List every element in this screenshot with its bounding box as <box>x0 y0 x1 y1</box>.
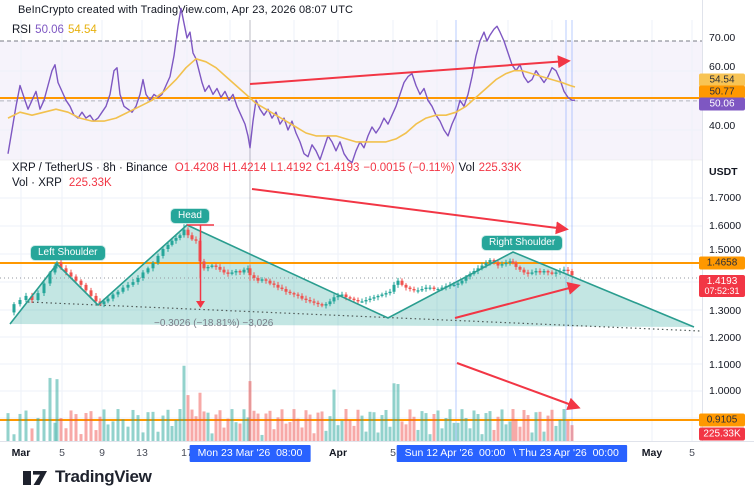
volume-legend-part: Vol · XRP <box>12 177 65 189</box>
volume-legend-part: 225.33K <box>68 177 112 189</box>
rsi-value-badge: 50.77 <box>699 85 745 99</box>
price-axis-label: 1.0000 <box>709 385 742 397</box>
symbol-legend-part: C1.4193 <box>315 162 360 174</box>
trend-arrow[interactable] <box>454 282 581 319</box>
trend-arrow[interactable] <box>456 362 581 410</box>
symbol-legend-part: XRP / TetherUS · 8h · Binance <box>12 162 171 174</box>
symbol-legend-part: −0.0015 (−0.11%) <box>363 162 455 174</box>
time-axis-month-label: Mar <box>11 447 31 459</box>
attribution-text: BeInCrypto created with TradingView.com,… <box>18 4 354 16</box>
time-axis-day-label: 5 <box>689 447 695 459</box>
time-scale[interactable]: Mar591317Apr517May5Mon 23 Mar '26 08:00S… <box>0 441 754 463</box>
price-value-badge: 1.4658 <box>699 256 745 270</box>
rsi-legend-part: 54.54 <box>67 24 97 36</box>
rsi-legend-part: RSI <box>12 24 32 36</box>
time-axis-date-badge: Mon 23 Mar '26 08:00 <box>189 445 311 462</box>
symbol-legend-part: O1.4208 <box>174 162 219 174</box>
time-axis-day-label: 5 <box>390 447 396 459</box>
trend-arrow[interactable] <box>251 188 569 235</box>
head-label: Head <box>171 209 209 223</box>
price-value-badge: 0.9105 <box>699 413 745 427</box>
price-axis-label: 1.3000 <box>709 305 742 317</box>
countdown-timer: 07:52:31 <box>704 286 740 296</box>
time-axis-day-label: 17 <box>181 447 193 459</box>
rsi-band <box>0 41 702 160</box>
measure-arrowhead <box>196 301 205 308</box>
price-axis-label: 1.5000 <box>709 244 742 256</box>
tradingview-logo-text: TradingView <box>55 467 152 486</box>
symbol-legend-part: Vol <box>458 162 475 174</box>
tradingview-logo-icon <box>23 471 47 485</box>
tradingview-logo[interactable]: TradingView <box>22 466 152 488</box>
time-axis-month-label: Apr <box>328 447 348 459</box>
rsi-ma-line <box>7 57 576 143</box>
price-axis-label: 1.1000 <box>709 359 742 371</box>
rsi-value-badge: 54.54 <box>699 73 745 87</box>
symbol-legend-part: H1.4214 <box>222 162 267 174</box>
left-shoulder-label: Left Shoulder <box>31 246 105 260</box>
price-value-badge: 225.33K <box>699 427 745 441</box>
rsi-axis-label: 60.00 <box>709 61 736 73</box>
rsi-value-badge: 50.06 <box>699 97 745 111</box>
price-axis-label: 1.7000 <box>709 192 742 204</box>
symbol-legend-part: L1.4192 <box>270 162 312 174</box>
candlesticks <box>12 224 574 316</box>
rsi-axis-label: 70.00 <box>709 32 736 44</box>
rsi-line <box>7 7 576 164</box>
time-axis-day-label: 9 <box>99 447 105 459</box>
time-axis-day-label: 5 <box>59 447 65 459</box>
rsi-legend[interactable]: RSI 50.06 54.54 <box>12 24 101 36</box>
price-axis-label: 1.2000 <box>709 332 742 344</box>
measure-tool-label: −0.3026 (−18.81%) −3,026 <box>154 318 274 329</box>
rsi-legend-part: 50.06 <box>35 24 64 36</box>
price-scale[interactable]: USDT 70.00 60.00 40.00 1.7000 1.6000 1.5000 1.… <box>702 0 754 463</box>
time-axis-date-badge: \ Thu 23 Apr '26 00:00 <box>505 445 627 462</box>
time-axis-day-label: 13 <box>136 447 148 459</box>
time-axis-month-label: May <box>641 447 663 459</box>
trend-arrow[interactable] <box>249 55 571 85</box>
volume-legend[interactable]: Vol · XRP 225.33K <box>12 177 116 189</box>
rsi-axis-label: 40.00 <box>709 120 736 132</box>
volume-bars <box>6 365 574 441</box>
right-shoulder-label: Right Shoulder <box>482 236 563 250</box>
symbol-legend-part: 225.33K <box>478 162 522 174</box>
symbol-legend[interactable]: XRP / TetherUS · 8h · Binance O1.4208 H1.… <box>12 162 526 174</box>
price-axis-label: 1.6000 <box>709 220 742 232</box>
time-axis-date-badge: Sun 12 Apr '26 00:00 <box>396 445 514 462</box>
head-and-shoulders-fill[interactable] <box>10 225 694 327</box>
price-value-badge: 1.4193 07:52:31 <box>699 275 745 297</box>
quote-currency-label: USDT <box>709 166 738 178</box>
